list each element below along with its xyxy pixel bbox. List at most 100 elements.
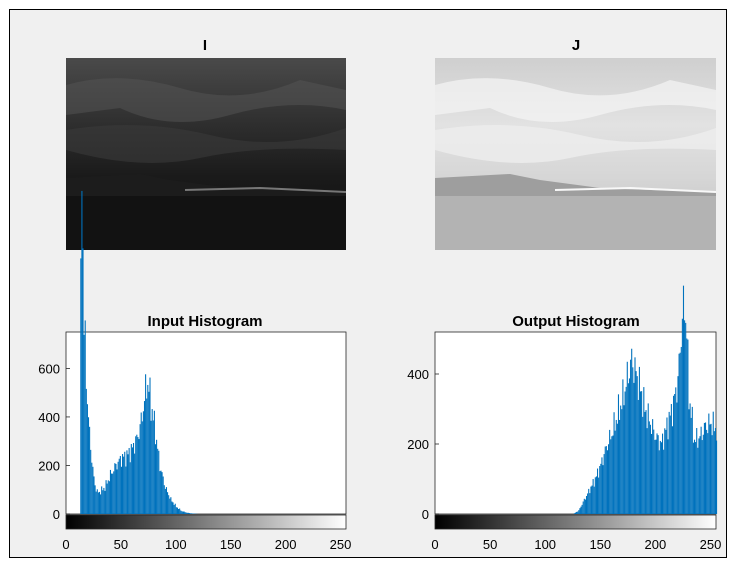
histogram-bar — [587, 493, 589, 514]
histogram-bar — [699, 436, 701, 514]
image-I — [66, 58, 347, 250]
histogram-bar — [82, 248, 84, 514]
histogram-bar — [164, 488, 166, 514]
histogram-bar — [147, 384, 149, 514]
histogram-bar — [187, 512, 189, 514]
histogram-bar — [633, 382, 635, 514]
histogram-bar — [175, 507, 177, 514]
histogram-bar — [573, 513, 575, 514]
histogram-bar — [172, 502, 174, 514]
histogram-bar — [183, 511, 185, 514]
histogram-bar — [596, 468, 599, 514]
histogram-bar — [157, 448, 159, 514]
histogram-bar — [601, 457, 603, 514]
histogram-bar — [674, 394, 676, 514]
histogram-bar — [182, 511, 184, 514]
histogram-bar — [655, 439, 657, 514]
histogram-bar — [648, 421, 650, 514]
histogram-bar — [120, 466, 122, 514]
histogram-bar — [125, 466, 127, 514]
histogram-bar — [583, 498, 585, 514]
histogram-bar — [675, 387, 677, 514]
histogram-bar — [116, 469, 118, 514]
x-tick-label: 100 — [165, 537, 187, 552]
histogram-bar — [653, 429, 655, 514]
histogram-bar — [658, 450, 660, 514]
x-tick-label: 200 — [275, 537, 297, 552]
histogram-bar — [662, 433, 664, 514]
histogram-bar — [142, 411, 144, 514]
histogram-bar — [90, 449, 92, 514]
histogram-bar — [668, 411, 670, 514]
histogram-bar — [598, 477, 600, 514]
histogram-bar — [134, 453, 136, 514]
histogram-bar — [154, 444, 157, 514]
histogram-bar — [620, 405, 622, 514]
histogram-bar — [690, 417, 692, 514]
histogram-bar — [610, 439, 612, 514]
histogram-bar — [160, 470, 162, 514]
histogram-bar — [580, 506, 582, 514]
histogram-bar — [159, 471, 161, 514]
histogram-bar — [600, 463, 602, 514]
histogram-bar — [613, 412, 615, 514]
histogram-bar — [135, 436, 137, 514]
histogram-bar — [100, 494, 102, 514]
histogram-bar — [181, 511, 183, 514]
histogram-bar — [612, 435, 614, 514]
histogram-bar — [101, 486, 103, 514]
histogram-bar — [711, 435, 713, 514]
histogram-bar — [169, 498, 171, 514]
histogram-bar — [146, 398, 148, 514]
output-histogram-colorbar — [434, 514, 717, 530]
histogram-bar — [696, 428, 698, 514]
histogram-bar — [107, 480, 109, 514]
histogram-bar — [582, 501, 584, 514]
y-tick-label: 0 — [53, 507, 60, 522]
histogram-bar — [702, 434, 704, 514]
histogram-bar — [161, 472, 163, 514]
histogram-bar — [691, 406, 693, 514]
histogram-bar — [143, 401, 146, 514]
histogram-bar — [158, 450, 160, 514]
histogram-bar — [191, 513, 193, 514]
histogram-bar — [650, 433, 653, 514]
histogram-bar — [123, 456, 125, 514]
histogram-bar — [636, 376, 638, 514]
x-tick-label: 150 — [220, 537, 242, 552]
histogram-bar — [698, 438, 700, 514]
histogram-bar — [167, 492, 169, 514]
histogram-bar — [593, 486, 595, 514]
histogram-bar — [682, 285, 685, 514]
histogram-bar — [129, 462, 131, 514]
x-tick-label: 0 — [431, 537, 438, 552]
histogram-bar — [163, 485, 165, 514]
histogram-bar — [676, 402, 678, 514]
histogram-bar — [606, 450, 609, 514]
histogram-bar — [180, 510, 182, 514]
histogram-bar — [604, 446, 606, 514]
histogram-bar — [132, 442, 135, 514]
histogram-bar — [114, 463, 116, 514]
x-tick-label: 200 — [645, 537, 667, 552]
histogram-bar — [713, 431, 715, 514]
histogram-bar — [149, 377, 151, 514]
y-tick-label: 200 — [38, 458, 60, 473]
histogram-bar — [137, 437, 139, 514]
histogram-bar — [693, 439, 696, 514]
histogram-bar — [697, 447, 699, 514]
histogram-bar — [619, 419, 621, 514]
histogram-bar — [645, 410, 647, 514]
histogram-bar — [87, 417, 90, 514]
histogram-bar — [130, 444, 132, 514]
histogram-bar — [139, 424, 141, 514]
histogram-bar — [106, 483, 108, 514]
image-title-I: I — [203, 37, 207, 54]
histogram-bar — [656, 433, 658, 514]
histogram-bar — [102, 490, 104, 514]
input-histogram-colorbar — [65, 514, 347, 530]
histogram-bar — [687, 339, 689, 514]
histogram-bar — [712, 411, 714, 514]
image-J — [435, 58, 717, 250]
histogram-bar — [595, 476, 597, 514]
